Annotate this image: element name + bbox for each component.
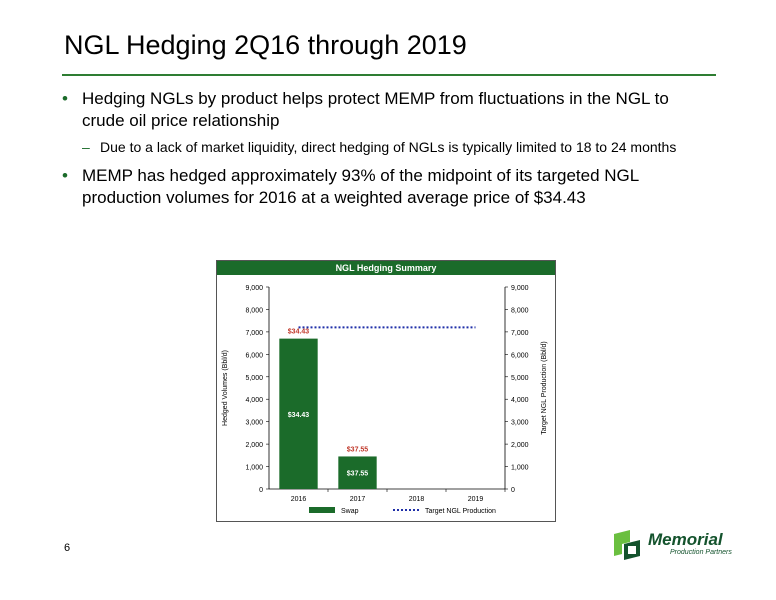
memorial-logo-icon	[614, 530, 640, 560]
bullet-item: • Hedging NGLs by product helps protect …	[60, 88, 710, 132]
legend-label-target: Target NGL Production	[425, 508, 496, 515]
y-tick-label: 7,000	[245, 330, 263, 337]
y-tick-label: 8,000	[245, 307, 263, 314]
x-tick-label: 2019	[468, 496, 484, 503]
y-tick-label: 6,000	[245, 352, 263, 359]
y-axis-title: Hedged Volumes (Bbl/d)	[222, 350, 229, 426]
y-tick-label: 4,000	[245, 397, 263, 404]
chart-panel: NGL Hedging Summary 0 0 1,000 1,000 2,000 2,0…	[216, 260, 556, 522]
company-logo: Memorial Production Partners	[610, 528, 750, 562]
chart-title: NGL Hedging Summary	[217, 261, 555, 275]
bar	[279, 338, 318, 489]
y-tick-label: 5,000	[245, 375, 263, 382]
bullet-text: MEMP has hedged approximately 93% of the…	[82, 166, 639, 207]
bar-value-label: $34.43	[288, 412, 310, 419]
bullet-text: Hedging NGLs by product helps protect ME…	[82, 89, 669, 130]
y2-tick-label: 8,000	[511, 307, 529, 314]
x-tick-label: 2017	[350, 496, 366, 503]
x-tick-label: 2016	[291, 496, 307, 503]
sub-bullet-text: Due to a lack of market liquidity, direc…	[100, 139, 677, 155]
title-divider	[62, 74, 716, 76]
logo-subtitle: Production Partners	[670, 549, 732, 556]
bullet-dot-icon: •	[62, 166, 68, 185]
y2-tick-label: 3,000	[511, 420, 529, 427]
y-tick-label: 9,000	[245, 285, 263, 292]
price-label: $34.43	[288, 329, 310, 336]
bar	[338, 456, 377, 489]
y-tick-label: 2,000	[245, 442, 263, 449]
legend-label-swap: Swap	[341, 508, 359, 515]
bar-value-label: $37.55	[347, 471, 369, 478]
price-label: $37.55	[347, 446, 369, 453]
page-number: 6	[64, 542, 71, 554]
y2-tick-label: 5,000	[511, 375, 529, 382]
y2-axis-title: Target NGL Production (Bbl/d)	[541, 341, 548, 435]
logo-name: Memorial	[648, 530, 723, 549]
sub-bullet-item: – Due to a lack of market liquidity, dir…	[60, 138, 710, 157]
y-tick-label: 3,000	[245, 420, 263, 427]
chart-plot: 0 0 1,000 1,000 2,000 2,000 3,000 3,000 4,000 4,0…	[222, 285, 548, 515]
legend-swatch-swap	[309, 507, 335, 513]
y2-tick-label: 9,000	[511, 285, 529, 292]
bullet-item: • MEMP has hedged approximately 93% of t…	[60, 165, 710, 209]
x-tick-label: 2018	[409, 496, 425, 503]
dash-icon: –	[82, 139, 90, 155]
y2-tick-label: 6,000	[511, 352, 529, 359]
y2-tick-label: 1,000	[511, 465, 529, 472]
bullet-dot-icon: •	[62, 89, 68, 108]
y2-tick-label: 4,000	[511, 397, 529, 404]
y2-tick-label: 2,000	[511, 442, 529, 449]
y2-tick-label: 0	[511, 487, 515, 494]
y-tick-label: 0	[259, 487, 263, 494]
bullet-list: • Hedging NGLs by product helps protect …	[60, 88, 710, 215]
y-tick-label: 1,000	[245, 465, 263, 472]
y2-tick-label: 7,000	[511, 330, 529, 337]
slide-title: NGL Hedging 2Q16 through 2019	[64, 30, 467, 60]
